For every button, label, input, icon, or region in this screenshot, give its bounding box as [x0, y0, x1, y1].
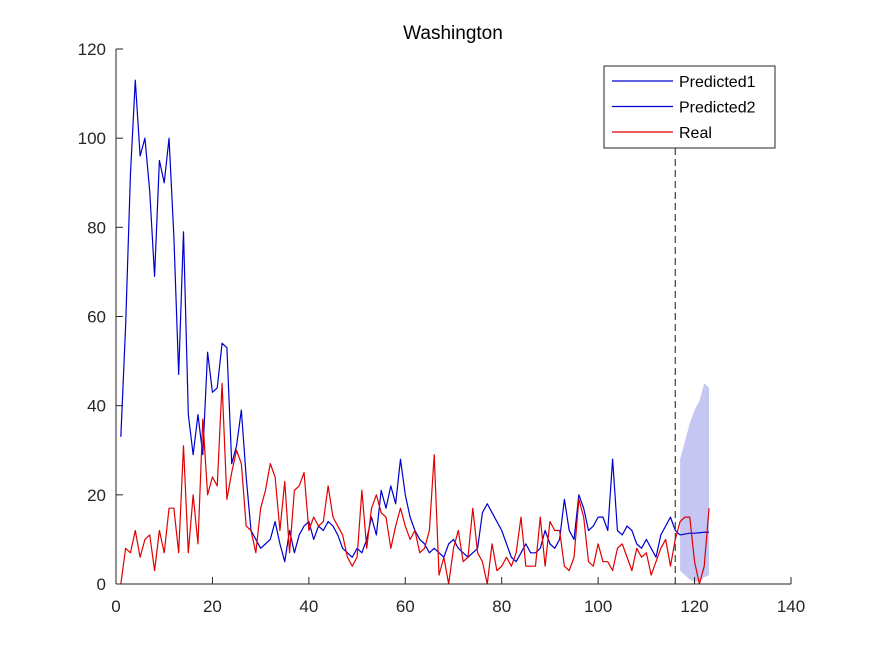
legend-label: Predicted1	[679, 74, 756, 91]
x-tick-label: 20	[203, 597, 222, 616]
y-tick-label: 120	[78, 40, 106, 59]
x-tick-label: 80	[492, 597, 511, 616]
x-tick-label: 0	[111, 597, 120, 616]
legend-label: Real	[679, 125, 712, 142]
y-tick-label: 100	[78, 129, 106, 148]
x-tick-label: 100	[584, 597, 612, 616]
series-line-predicted1	[120, 79, 676, 563]
x-tick-label: 40	[299, 597, 318, 616]
x-tick-label: 140	[777, 597, 805, 616]
legend-label: Predicted2	[679, 100, 756, 117]
y-tick-label: 80	[87, 218, 106, 237]
chart-title: Washington	[403, 23, 503, 44]
x-tick-label: 60	[396, 597, 415, 616]
legend: Predicted1 Predicted2 Real	[603, 65, 776, 149]
y-tick-label: 0	[97, 575, 106, 594]
series-line-predicted2	[674, 530, 710, 536]
y-tick-label: 20	[87, 486, 106, 505]
axes: 0 20 40 60 80 100 120 140 0 20 40 60 80 100 120	[78, 40, 806, 616]
x-tick-label: 120	[680, 597, 708, 616]
y-tick-label: 40	[87, 397, 106, 416]
y-tick-label: 60	[87, 308, 106, 327]
series-line-real	[120, 382, 710, 585]
plot-area	[120, 79, 710, 585]
